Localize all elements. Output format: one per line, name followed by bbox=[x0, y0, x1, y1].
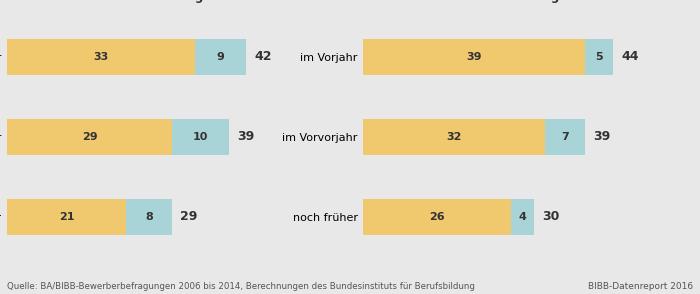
Text: 8: 8 bbox=[146, 212, 153, 222]
Text: 21: 21 bbox=[59, 212, 74, 222]
Text: BIBB-Datenreport 2016: BIBB-Datenreport 2016 bbox=[588, 282, 693, 291]
Text: 44: 44 bbox=[622, 50, 639, 63]
Bar bbox=[363, 105, 700, 169]
Bar bbox=[7, 119, 172, 155]
Title: Einmündungsquote der Altbewerber/-innen
in duale Ausbildung 2006 in %: Einmündungsquote der Altbewerber/-innen … bbox=[29, 0, 315, 4]
Text: 4: 4 bbox=[519, 212, 526, 222]
Bar bbox=[585, 39, 613, 75]
Bar bbox=[127, 199, 172, 235]
Text: 7: 7 bbox=[561, 132, 569, 142]
Bar bbox=[545, 119, 585, 155]
Text: 9: 9 bbox=[216, 52, 224, 62]
Bar bbox=[7, 25, 575, 89]
Bar bbox=[363, 185, 700, 249]
Bar bbox=[363, 39, 585, 75]
Bar bbox=[7, 185, 575, 249]
Title: Einmündungsquote der Altbewerber/-innen
in duale Ausbildung 2014 in %: Einmündungsquote der Altbewerber/-innen … bbox=[385, 0, 671, 4]
Text: 26: 26 bbox=[429, 212, 445, 222]
Text: 33: 33 bbox=[93, 52, 108, 62]
Text: 39: 39 bbox=[237, 130, 255, 143]
Text: 29: 29 bbox=[181, 210, 198, 223]
Text: 32: 32 bbox=[447, 132, 462, 142]
Bar bbox=[172, 119, 229, 155]
Bar bbox=[363, 25, 700, 89]
Bar bbox=[7, 39, 195, 75]
Text: Quelle: BA/BIBB-Bewerberbefragungen 2006 bis 2014, Berechnungen des Bundesinstit: Quelle: BA/BIBB-Bewerberbefragungen 2006… bbox=[7, 282, 475, 291]
Bar bbox=[195, 39, 246, 75]
Bar bbox=[363, 199, 511, 235]
Text: 39: 39 bbox=[466, 52, 482, 62]
Text: 5: 5 bbox=[596, 52, 603, 62]
Bar bbox=[363, 119, 545, 155]
Text: 42: 42 bbox=[254, 50, 272, 63]
Text: 10: 10 bbox=[193, 132, 208, 142]
Bar bbox=[511, 199, 534, 235]
Text: 29: 29 bbox=[82, 132, 97, 142]
Text: 30: 30 bbox=[542, 210, 560, 223]
Bar bbox=[7, 199, 127, 235]
Bar bbox=[7, 105, 575, 169]
Text: 39: 39 bbox=[594, 130, 610, 143]
